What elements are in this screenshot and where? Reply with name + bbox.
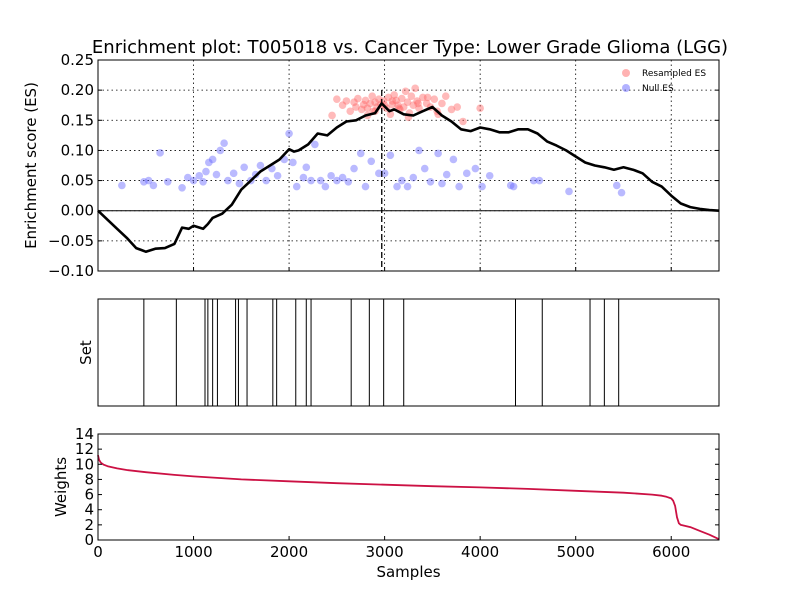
enrichment-ytick-label: −0.05 [48, 232, 94, 250]
resampled-es-point [333, 95, 341, 103]
resampled-es-point [354, 95, 362, 103]
null-es-point [404, 183, 412, 191]
null-es-point [224, 177, 232, 185]
null-es-point [613, 182, 621, 190]
null-es-point [398, 177, 406, 185]
null-es-point [387, 151, 395, 159]
null-es-point [565, 188, 573, 196]
null-es-point [216, 147, 224, 155]
null-es-point [463, 170, 471, 178]
resampled-es-point [430, 95, 438, 103]
null-es-point [536, 177, 544, 185]
chart-title: Enrichment plot: T005018 vs. Cancer Type… [92, 37, 728, 58]
null-es-point [415, 147, 423, 155]
null-es-point [199, 178, 207, 186]
null-es-point [486, 172, 494, 180]
legend-null-label: Null ES [642, 84, 674, 94]
samples-xtick-label: 2000 [270, 543, 308, 561]
null-es-point [421, 165, 429, 173]
resampled-es-point [459, 118, 467, 126]
null-es-point [350, 165, 358, 173]
resampled-es-point [442, 92, 450, 100]
resampled-es-point [411, 85, 419, 93]
null-es-point [289, 159, 297, 167]
enrichment-ytick-label: 0.10 [61, 141, 94, 159]
samples-xtick-label: 1000 [174, 543, 212, 561]
legend-null-marker [622, 84, 630, 92]
enrichment-ytick-label: 0.00 [61, 202, 94, 220]
null-es-point [357, 150, 365, 158]
null-es-point [427, 178, 435, 186]
null-es-point [362, 183, 370, 191]
samples-xtick-label: 0 [93, 543, 103, 561]
enrichment-y-axis-label: Enrichment score (ES) [22, 82, 40, 249]
null-es-point [240, 164, 248, 172]
null-es-point [618, 189, 626, 197]
null-es-point [322, 183, 330, 191]
enrichment-ytick-label: −0.10 [48, 262, 94, 280]
null-es-point [285, 130, 293, 138]
null-es-point [220, 139, 228, 147]
null-es-point [438, 180, 446, 188]
weights-y-axis-label: Weights [52, 457, 70, 517]
resampled-es-point [453, 103, 461, 111]
enrichment-ytick-label: 0.15 [61, 111, 94, 129]
null-es-point [393, 183, 401, 191]
null-es-point [236, 180, 244, 188]
resampled-es-point [438, 100, 446, 108]
null-es-point [274, 172, 282, 180]
enrichment-ytick-label: 0.20 [61, 81, 94, 99]
null-es-point [118, 182, 126, 190]
samples-xtick-label: 6000 [652, 543, 690, 561]
resampled-es-point [424, 94, 432, 102]
enrichment-ytick-label: 0.05 [61, 172, 94, 190]
null-es-point [209, 156, 217, 164]
null-es-point [450, 156, 458, 164]
null-es-point [472, 165, 480, 173]
resampled-es-point [343, 97, 351, 105]
null-es-point [300, 174, 308, 182]
resampled-es-point [414, 100, 422, 108]
null-es-point [307, 177, 315, 185]
null-es-point [213, 171, 221, 179]
null-es-point [178, 184, 186, 192]
null-es-point [409, 174, 417, 182]
set-y-axis-label: Set [77, 340, 95, 365]
null-es-point [510, 183, 518, 191]
null-es-point [317, 177, 325, 185]
null-es-point [150, 182, 158, 190]
null-es-point [230, 170, 238, 178]
null-es-point [293, 183, 301, 191]
null-es-point [434, 150, 442, 158]
legend-resampled-label: Resampled ES [642, 69, 706, 79]
legend-resampled-marker [622, 69, 630, 77]
null-es-point [262, 177, 270, 185]
null-es-point [478, 183, 486, 191]
samples-xtick-label: 5000 [557, 543, 595, 561]
samples-xtick-label: 3000 [366, 543, 404, 561]
samples-x-axis-label: Samples [376, 563, 440, 581]
null-es-point [367, 157, 375, 165]
null-es-point [455, 183, 463, 191]
null-es-point [443, 171, 451, 179]
resampled-es-point [388, 97, 396, 105]
null-es-point [156, 149, 164, 157]
null-es-point [164, 178, 172, 186]
weights-ytick-label: 14 [75, 425, 94, 443]
samples-xtick-label: 4000 [461, 543, 499, 561]
null-es-point [202, 168, 210, 176]
null-es-point [302, 164, 310, 172]
resampled-es-point [476, 104, 484, 112]
null-es-point [257, 162, 265, 170]
enrichment-ytick-label: 0.25 [61, 51, 94, 69]
resampled-es-point [328, 112, 336, 120]
null-es-point [345, 178, 353, 186]
